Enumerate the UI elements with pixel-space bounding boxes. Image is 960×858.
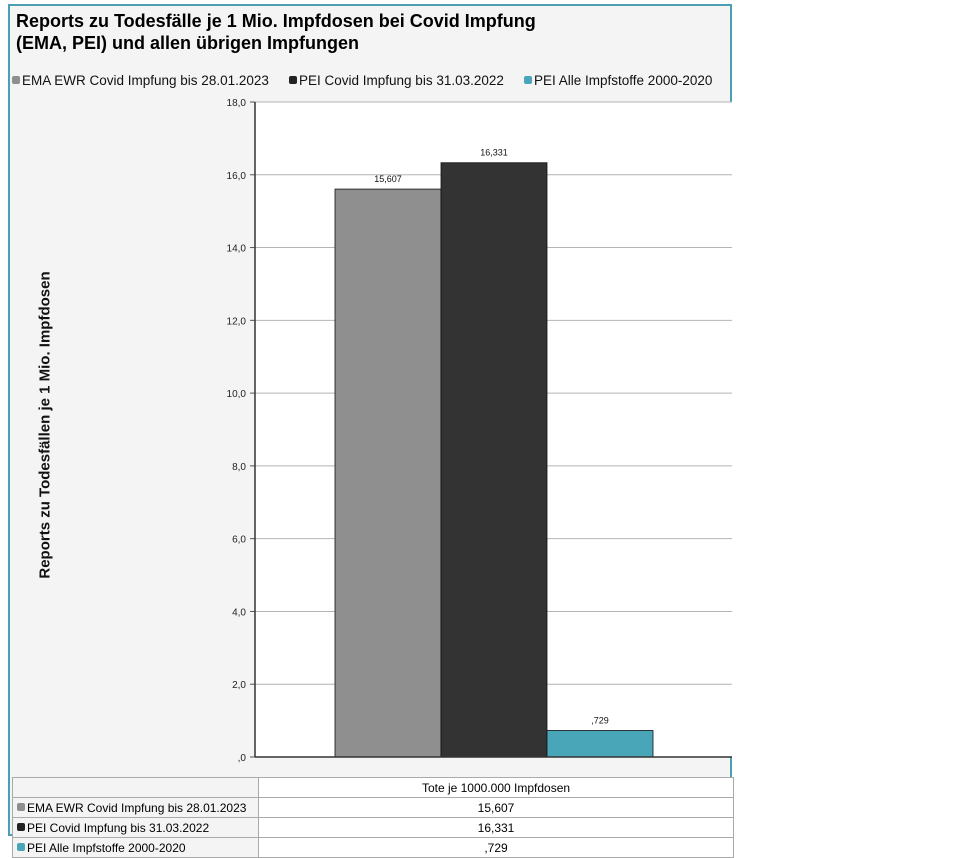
table-row-label-text: PEI Alle Impfstoffe 2000-2020 [27,840,186,855]
legend-item-pei-alle: PEI Alle Impfstoffe 2000-2020 [524,73,712,88]
table-row: EMA EWR Covid Impfung bis 28.01.2023 15,… [12,797,734,818]
legend-swatch-pei-covid [289,76,297,84]
table-swatch-ema [17,802,25,811]
table-column-header: Tote je 1000.000 Impfdosen [258,777,734,798]
y-tick-label: 16,0 [227,171,247,182]
bar [440,162,548,758]
table-corner-cell [12,777,259,798]
table-cell-value: 15,607 [258,797,734,818]
table-row-label-text: PEI Covid Impfung bis 31.03.2022 [27,820,210,835]
table-swatch-pei-alle [17,842,25,851]
table-row: PEI Covid Impfung bis 31.03.2022 16,331 [12,817,734,838]
data-table: Tote je 1000.000 Impfdosen EMA EWR Covid… [12,777,734,858]
legend-swatch-pei-alle [524,76,532,84]
legend-label-pei-covid: PEI Covid Impfung bis 31.03.2022 [299,73,504,88]
y-tick-label: 12,0 [227,316,247,327]
y-tick-label: 10,0 [227,389,247,400]
data-label: ,729 [591,715,609,725]
table-row-label: EMA EWR Covid Impfung bis 28.01.2023 [12,797,259,818]
table-header-row: Tote je 1000.000 Impfdosen [12,777,734,798]
table-row-label: PEI Alle Impfstoffe 2000-2020 [12,837,259,858]
legend-label-pei-alle: PEI Alle Impfstoffe 2000-2020 [534,73,713,88]
y-tick-label: 14,0 [227,244,247,255]
data-label: 16,331 [480,148,508,158]
bar [334,188,442,758]
y-axis-label: Reports zu Todesfällen je 1 Mio. Impfdos… [36,271,54,579]
legend-item-pei-covid: PEI Covid Impfung bis 31.03.2022 [289,73,504,88]
y-tick-label: 4,0 [232,607,246,618]
y-tick-label: 8,0 [232,462,246,473]
y-tick-label: 6,0 [232,535,246,546]
y-tick-label: 18,0 [227,98,247,109]
legend-item-ema: EMA EWR Covid Impfung bis 28.01.2023 [12,73,269,88]
chart-legend: EMA EWR Covid Impfung bis 28.01.2023 PEI… [10,73,730,93]
data-label: 15,607 [374,174,402,184]
chart-title: Reports zu Todesfälle je 1 Mio. Impfdose… [16,10,536,54]
chart-title-line-2: (EMA, PEI) und allen übrigen Impfungen [16,33,359,53]
y-tick-label: 2,0 [232,680,246,691]
table-row: PEI Alle Impfstoffe 2000-2020 ,729 [12,837,734,858]
chart-title-line-1: Reports zu Todesfälle je 1 Mio. Impfdose… [16,11,536,31]
table-cell-value: 16,331 [258,817,734,838]
legend-label-ema: EMA EWR Covid Impfung bis 28.01.2023 [22,73,269,88]
bar [546,730,654,758]
table-row-label: PEI Covid Impfung bis 31.03.2022 [12,817,259,838]
table-swatch-pei-covid [17,822,25,831]
table-row-label-text: EMA EWR Covid Impfung bis 28.01.2023 [27,800,247,815]
y-tick-label: ,0 [238,753,247,764]
table-cell-value: ,729 [258,837,734,858]
legend-swatch-ema [12,76,20,84]
